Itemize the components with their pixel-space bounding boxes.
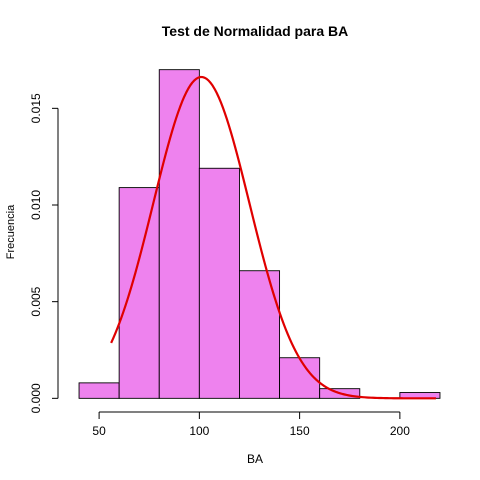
y-axis: 0.000 0.005 0.010 0.015	[29, 93, 59, 413]
bars-layer	[78, 69, 441, 399]
histogram-bar	[198, 167, 240, 399]
histogram-bar	[78, 382, 120, 399]
histogram-bar	[239, 270, 281, 399]
x-tick-label: 100	[189, 424, 209, 438]
y-tick-label: 0.010	[29, 190, 43, 220]
y-tick-label: 0.015	[29, 93, 43, 123]
x-axis: 50 100 150 200	[92, 411, 410, 438]
chart-title: Test de Normalidad para BA	[162, 23, 348, 39]
y-axis-label: Frecuencia	[5, 204, 17, 259]
curve-layer	[110, 75, 436, 400]
histogram-bar	[118, 187, 160, 399]
y-tick-label: 0.005	[29, 286, 43, 316]
x-tick-label: 50	[92, 424, 106, 438]
y-tick-label: 0.000	[29, 383, 43, 413]
x-tick-label: 200	[390, 424, 410, 438]
histogram-bar	[158, 69, 200, 399]
normal-density-curve	[110, 75, 436, 400]
x-tick-label: 150	[290, 424, 310, 438]
x-axis-label: BA	[247, 452, 263, 466]
